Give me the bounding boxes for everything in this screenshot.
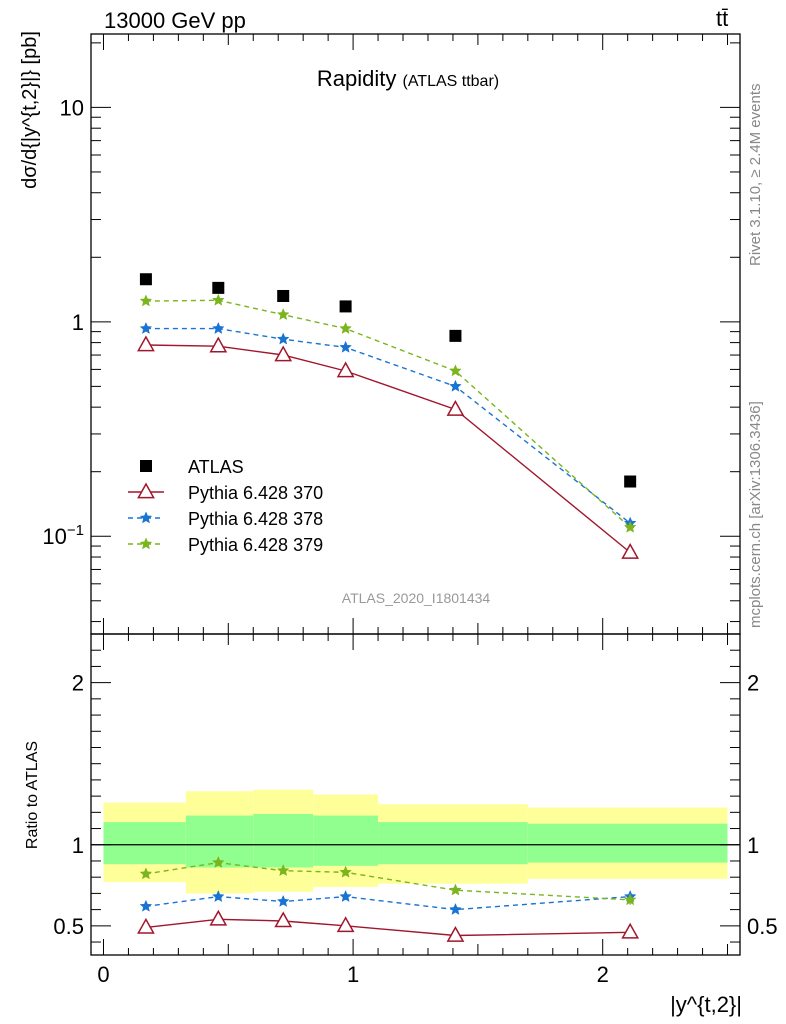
series-markers [137, 273, 640, 942]
ratio-point-s1-1 [211, 889, 225, 903]
ratio-point-s1-4 [449, 902, 462, 915]
legend-label-3: Pythia 6.428 379 [188, 535, 323, 555]
main-point-s2-0 [139, 321, 153, 334]
tick-labels: 0 1 2 10 1 10−1 0.5 0.5 1 1 2 2 [42, 95, 777, 987]
legend-marker-1 [137, 482, 155, 499]
ratio-point-s0-4 [446, 926, 465, 942]
plot-frames [90, 33, 741, 956]
band-inner-4 [378, 822, 528, 865]
main-point-s2-1 [211, 321, 225, 334]
band-inner-3 [313, 815, 379, 866]
ratio-ytick-label-left: 0.5 [53, 914, 84, 939]
band-inner-5 [527, 823, 728, 863]
legend: ATLAS Pythia 6.428 370 Pythia 6.428 378 Pyt… [128, 457, 323, 555]
chart-title: Rapidity (ATLAS ttbar) [317, 66, 499, 91]
main-point-s1-4 [446, 399, 465, 416]
legend-marker-2 [139, 511, 153, 524]
main-point-s0-0 [139, 273, 152, 286]
main-line-series-2 [145, 327, 631, 524]
ratio-point-s2-4 [449, 883, 462, 896]
ratio-point-s2-1 [211, 855, 225, 868]
band-inner-2 [253, 813, 314, 868]
main-point-s0-2 [277, 289, 290, 302]
axis-ticks [91, 34, 740, 955]
main-point-s0-1 [212, 281, 225, 294]
ratio-ytick-label-left: 1 [72, 833, 84, 858]
ratio-point-s0-1 [209, 909, 228, 926]
main-point-s1-0 [137, 335, 155, 352]
ratio-point-s2-3 [339, 865, 352, 878]
xtick-label-0: 0 [97, 962, 109, 987]
energy-label: 13000 GeV pp [104, 8, 246, 33]
main-point-s0-3 [339, 300, 352, 313]
band-inner-1 [185, 815, 254, 868]
main-point-s3-4 [449, 364, 462, 377]
ratio-point-s0-0 [137, 917, 155, 934]
ratio-xlabel: |y^{t,2}| [670, 992, 742, 1017]
ratio-point-s2-5 [623, 893, 637, 906]
ratio-point-s2-0 [139, 867, 153, 880]
ratio-point-s1-3 [339, 889, 352, 903]
main-point-s2-4 [449, 379, 462, 392]
main-point-s1-1 [209, 336, 228, 353]
main-point-s3-2 [276, 308, 290, 321]
ratio-series-lines [145, 861, 631, 937]
ratio-ylabel: Ratio to ATLAS [24, 741, 41, 849]
main-point-s3-0 [139, 294, 153, 307]
main-point-s2-2 [276, 332, 290, 345]
main-point-s2-3 [339, 340, 352, 353]
ratio-point-s1-2 [276, 894, 290, 907]
legend-label-0: ATLAS [188, 457, 244, 477]
analysis-watermark: ATLAS_2020_I1801434 [342, 590, 491, 606]
main-point-s3-3 [339, 321, 352, 334]
ratio-line-series-0 [145, 918, 631, 937]
ratio-point-s1-0 [139, 899, 153, 912]
uncertainty-bands [91, 789, 740, 894]
main-point-s3-5 [623, 520, 637, 533]
legend-marker-3 [139, 537, 153, 550]
ytick-label-1: 1 [72, 310, 84, 335]
legend-label-2: Pythia 6.428 378 [188, 509, 323, 529]
ratio-point-s0-5 [621, 922, 640, 939]
ratio-ytick-label-right: 2 [747, 671, 759, 696]
main-point-s0-4 [449, 329, 462, 342]
ratio-frame [90, 633, 741, 956]
main-series-lines [145, 299, 631, 554]
ratio-point-s0-3 [336, 916, 355, 933]
ratio-point-s0-2 [274, 911, 293, 928]
process-label: tt̄ [716, 6, 729, 31]
main-ylabel: dσ/d{|y^{t,2}|} [pb] [19, 31, 41, 189]
chart-titles: Rapidity (ATLAS ttbar) ATLAS_2020_I180143… [19, 31, 742, 1017]
main-line-series-1 [145, 344, 631, 554]
main-point-s0-5 [624, 475, 637, 488]
legend-label-1: Pythia 6.428 370 [188, 483, 323, 503]
ytick-label-0.1: 10−1 [42, 522, 84, 549]
ratio-point-s2-2 [276, 864, 290, 877]
main-point-s1-3 [336, 361, 355, 378]
ratio-ytick-label-right: 0.5 [747, 914, 778, 939]
xtick-label-1: 1 [347, 962, 359, 987]
main-point-s1-2 [274, 345, 293, 362]
legend-marker-0 [140, 460, 152, 472]
main-point-s1-5 [621, 542, 640, 559]
main-point-s3-1 [211, 293, 225, 306]
ratio-ytick-label-left: 2 [72, 671, 84, 696]
band-inner-0 [103, 822, 186, 865]
xtick-label-2: 2 [597, 962, 609, 987]
ytick-label-10: 10 [60, 95, 84, 120]
ratio-ytick-label-right: 1 [747, 833, 759, 858]
